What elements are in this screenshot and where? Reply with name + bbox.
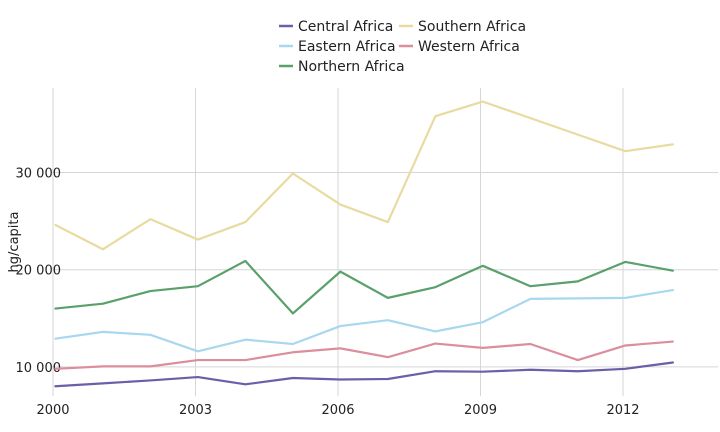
legend-item: Southern Africa	[399, 19, 526, 35]
y-axis: 10 000 20 000 30 000	[16, 167, 62, 376]
y-tick-label: 20 000	[16, 264, 62, 279]
legend-item: Central Africa	[279, 19, 393, 35]
series-line-eastern-africa	[54, 288, 674, 353]
y-tick-label: 30 000	[16, 167, 62, 182]
legend-item: Western Africa	[399, 39, 520, 55]
x-tick-label: 2012	[606, 403, 639, 418]
x-tick-label: 2009	[464, 403, 497, 418]
legend: Central Africa Eastern Africa Northern Afr…	[279, 19, 526, 75]
legend-label: Northern Africa	[298, 59, 405, 75]
y-axis-label: hg/capita	[7, 212, 22, 273]
legend-label: Southern Africa	[418, 19, 526, 35]
series-lines	[54, 100, 674, 388]
series-line-southern-africa	[54, 100, 674, 251]
x-axis: 2000 2003 2006 2009 2012	[36, 403, 639, 418]
x-tick-label: 2006	[321, 403, 354, 418]
legend-label: Eastern Africa	[298, 39, 396, 55]
x-tick-label: 2003	[179, 403, 212, 418]
y-tick-label: 10 000	[16, 361, 62, 376]
legend-item: Northern Africa	[279, 59, 405, 75]
x-tick-label: 2000	[36, 403, 69, 418]
legend-item: Eastern Africa	[279, 39, 396, 55]
legend-label: Central Africa	[298, 19, 393, 35]
legend-label: Western Africa	[418, 39, 520, 55]
gridlines	[52, 88, 718, 396]
series-line-western-africa	[54, 340, 674, 370]
series-line-central-africa	[54, 361, 674, 388]
series-line-northern-africa	[54, 259, 674, 315]
